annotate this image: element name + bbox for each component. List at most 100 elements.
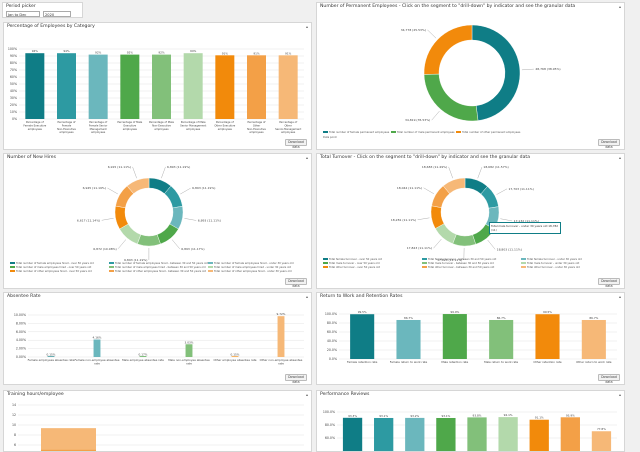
bar	[535, 314, 559, 359]
performance-chart: 100.0%80.0%60.0%93.3%93.1%93.2%93.1%93.8…	[317, 399, 625, 452]
download-data-button[interactable]: Download data	[285, 374, 307, 381]
legend-swatch	[521, 258, 526, 260]
x-tick-label: Other	[253, 123, 261, 127]
label-connector	[418, 218, 430, 220]
panel-menu-icon[interactable]: ▴	[619, 155, 621, 160]
y-tick-label: 50%	[10, 82, 17, 86]
new-hires-legend: Total number of female employees hired -…	[10, 262, 310, 274]
x-tick-label: Non-Executive	[152, 123, 171, 127]
label-connector	[184, 218, 196, 220]
x-tick-label: Female Executive	[23, 123, 46, 127]
y-tick-label: 80.0%	[327, 321, 337, 325]
bar-value-label: 99.5%	[543, 310, 552, 314]
y-tick-label: 100.0%	[323, 410, 335, 414]
donut-slice	[472, 25, 520, 121]
period-year-select[interactable]: 2020	[43, 11, 71, 17]
bar-value-label: 86.7%	[497, 316, 506, 320]
download-data-button[interactable]: Download data	[598, 374, 620, 381]
label-connector	[161, 167, 165, 178]
absentee-chart: 10.00%8.00%6.00%4.00%2.00%0.00%0.15%Fema…	[4, 301, 312, 383]
period-from-select[interactable]: Jan to Dec	[6, 11, 40, 17]
x-tick-label: employees	[91, 130, 106, 134]
x-tick-label: Executive	[124, 123, 137, 127]
bar	[41, 428, 96, 449]
bar-value-label: 0.17%	[139, 352, 148, 356]
legend-entry[interactable]: Total other turnover - under 30 years ol…	[521, 266, 620, 270]
slice-value-label: 18,281 (11.11%)	[391, 218, 416, 222]
bar-value-label: 94%	[32, 49, 39, 53]
x-tick-label: Management	[90, 127, 107, 131]
training-title: Training hours/employee	[7, 392, 64, 397]
legend-label: Total female turnover - between 30 and 5…	[428, 258, 496, 261]
panel-menu-icon[interactable]: ▴	[306, 392, 308, 397]
download-data-button[interactable]: Download data	[285, 139, 307, 146]
legend-label: Total number of male employees hired - u…	[214, 266, 291, 269]
slice-value-label: 6,893 (11.17%)	[181, 247, 204, 251]
donut-slice	[157, 224, 178, 244]
y-tick-label: 20%	[10, 103, 17, 107]
panel-menu-icon[interactable]: ▴	[306, 155, 308, 160]
pct-category-title: Percentage of Employees by Category	[7, 24, 95, 29]
bar	[152, 55, 171, 119]
bar-value-label: 9.72%	[277, 312, 286, 316]
legend-swatch	[10, 266, 15, 268]
bar	[436, 418, 455, 452]
bar	[530, 420, 549, 452]
legend-entry[interactable]: Total number of other employees hired - …	[109, 270, 208, 274]
y-tick-label: 8	[14, 433, 16, 437]
bar-value-label: 93.9%	[566, 413, 575, 417]
legend-label: Total number of female employees hired -…	[115, 262, 208, 265]
bar	[489, 320, 513, 359]
panel-menu-icon[interactable]: ▴	[306, 24, 308, 29]
turnover-donut-chart: 18,682 (11.57%)17,703 (11.11%)17,132 (11…	[317, 164, 625, 264]
y-tick-label: 6.00%	[16, 330, 26, 334]
data-point-label: Data point	[323, 136, 337, 139]
x-tick-label: employees	[281, 130, 296, 134]
x-tick-label: Senior-Management	[275, 127, 301, 131]
donut-slice	[137, 235, 160, 246]
y-tick-label: 10.00%	[14, 313, 26, 317]
download-data-button[interactable]: Download data	[598, 278, 620, 285]
download-data-button[interactable]: Download data	[598, 139, 620, 146]
bar-value-label: 0.15%	[231, 352, 240, 356]
download-data-button[interactable]: Download data	[285, 278, 307, 285]
x-tick-label: Male retention rate	[441, 360, 468, 364]
label-connector	[497, 189, 508, 195]
x-tick-label: Senior Management	[180, 123, 206, 127]
y-tick-label: 6	[14, 443, 16, 447]
x-tick-label: employees	[154, 127, 169, 131]
legend-label: Total number of other employees hired - …	[115, 270, 206, 273]
panel-menu-icon[interactable]: ▴	[306, 294, 308, 299]
panel-menu-icon[interactable]: ▴	[619, 294, 621, 299]
legend-entry[interactable]: Total number of other employees hired - …	[10, 270, 109, 274]
x-tick-label: rate	[278, 362, 284, 366]
legend-label: Total number of other employees hired - …	[214, 270, 292, 273]
legend-entry[interactable]: Total other turnover - between 30 and 50…	[422, 266, 521, 270]
label-connector	[102, 218, 114, 220]
y-tick-label: 2.00%	[16, 347, 26, 351]
y-tick-label: 100.0%	[325, 312, 337, 316]
y-tick-label: 10%	[10, 110, 17, 114]
slice-value-label: 17,843 (11.11%)	[407, 246, 432, 250]
pct-category-panel: Percentage of Employees by Category ▴ 10…	[3, 22, 312, 150]
x-tick-label: Other retention rate	[533, 360, 561, 364]
donut-slice	[453, 234, 476, 246]
panel-menu-icon[interactable]: ▴	[619, 392, 621, 397]
donut-slice	[424, 25, 472, 75]
y-tick-label: 40.0%	[327, 339, 337, 343]
x-tick-label: Other employee absentee rate	[213, 358, 256, 362]
bar-value-label: 94.1%	[504, 413, 513, 417]
absentee-title: Absentee Rate	[7, 294, 41, 299]
legend-entry[interactable]: Total number of other employees hired - …	[208, 270, 307, 274]
legend-swatch	[10, 270, 15, 272]
label-connector	[133, 167, 137, 178]
bar	[186, 344, 193, 357]
x-tick-label: Male return to work rate	[484, 360, 518, 364]
legend-entry[interactable]: Total other turnover - over 50 years old	[323, 266, 422, 270]
bar-value-label: 77.8%	[597, 427, 606, 431]
legend-entry: Total number of male permanent employees	[397, 131, 455, 134]
slice-value-label: 18,683 (11.49%)	[422, 165, 447, 169]
bar	[582, 320, 606, 359]
y-tick-label: 60%	[10, 75, 17, 79]
legend-swatch	[208, 262, 213, 264]
